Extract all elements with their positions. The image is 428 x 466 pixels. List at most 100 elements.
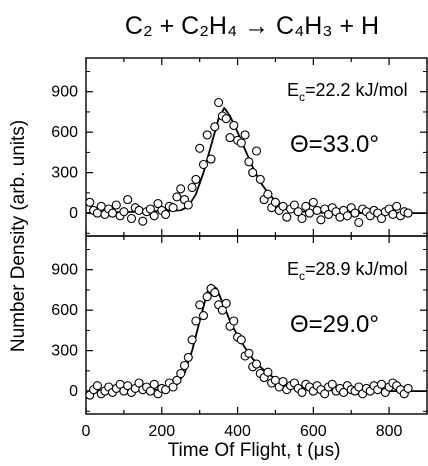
bottom-data-point	[92, 381, 102, 391]
bottom-data-point	[297, 387, 307, 397]
top-data-point	[107, 208, 118, 218]
top-data-point	[255, 174, 265, 184]
top-data-point	[244, 157, 254, 167]
bottom-data-point	[134, 378, 144, 388]
bottom-data-point	[183, 352, 193, 362]
top-data-point	[304, 208, 315, 218]
bottom-data-point	[278, 377, 288, 387]
bottom-ytick-label-1: 600	[51, 302, 78, 319]
top-data-point	[316, 215, 326, 225]
bottom-data-point	[176, 368, 186, 379]
bottom-ytick-label-0: 900	[51, 262, 78, 279]
top-data-point	[153, 199, 163, 209]
top-data-point	[138, 216, 148, 226]
bottom-data-point	[191, 316, 201, 326]
bottom-data-point	[376, 379, 387, 389]
top-data-point	[392, 201, 402, 211]
top-data-point	[312, 205, 322, 215]
top-energy-annotation: Ec=22.2 kJ/mol	[287, 80, 408, 104]
top-data-point	[293, 207, 303, 217]
top-data-point	[225, 133, 235, 143]
top-data-point	[191, 174, 201, 184]
bottom-data-point	[210, 288, 220, 298]
bottom-data-point	[202, 292, 212, 302]
top-ytick-label-2: 300	[51, 165, 78, 182]
bottom-panel-points	[85, 284, 413, 400]
y-axis-label: Number Density (arb. units)	[8, 120, 29, 352]
bottom-data-point	[195, 300, 205, 310]
top-energy-subscript: c	[299, 90, 305, 104]
top-data-point	[145, 204, 155, 214]
top-data-point	[221, 114, 231, 124]
top-ytick-label-3: 0	[69, 205, 78, 222]
top-panel: 900 600 300 0 Ec=22.2 kJ/mol Θ=33.0°	[51, 57, 428, 237]
bottom-data-point	[198, 311, 209, 321]
top-data-point	[85, 197, 95, 207]
bottom-data-point	[263, 367, 273, 377]
top-data-point	[134, 205, 144, 215]
top-data-point	[297, 213, 307, 224]
top-data-point	[301, 201, 311, 211]
top-data-point	[263, 189, 273, 199]
top-ytick-label-0: 900	[51, 84, 78, 101]
top-data-point	[350, 208, 360, 218]
top-data-point	[123, 195, 133, 205]
top-data-point	[270, 197, 280, 207]
bottom-data-point	[244, 348, 254, 358]
bottom-ytick-label-3: 0	[69, 383, 78, 400]
bottom-panel-frame	[85, 235, 428, 415]
bottom-data-point	[217, 305, 227, 315]
top-data-point	[195, 143, 205, 153]
bottom-data-point	[172, 375, 182, 385]
bottom-data-point	[320, 389, 330, 399]
top-data-point	[278, 201, 288, 211]
top-data-point	[248, 168, 258, 178]
xtick-label-4: 800	[376, 423, 403, 440]
top-data-point	[96, 201, 106, 211]
top-data-point	[282, 212, 292, 222]
top-data-point	[214, 97, 224, 108]
bottom-energy-annotation: Ec=28.9 kJ/mol	[287, 259, 408, 283]
top-data-point	[176, 184, 186, 194]
bottom-data-point	[236, 335, 246, 345]
top-data-point	[161, 209, 171, 219]
top-fit-line	[85, 107, 427, 214]
xtick-label-1: 200	[148, 423, 175, 440]
top-panel-points	[85, 97, 413, 228]
top-data-point	[354, 217, 364, 228]
bottom-energy-value: =28.9 kJ/mol	[305, 259, 408, 279]
top-data-point	[240, 130, 250, 140]
top-panel-ticks	[85, 58, 428, 236]
top-data-point	[229, 120, 239, 130]
top-data-point	[403, 208, 413, 218]
top-data-point	[183, 200, 193, 210]
top-data-point	[236, 138, 246, 148]
top-data-point	[198, 159, 209, 170]
bottom-data-point	[168, 382, 178, 392]
top-data-point	[289, 200, 299, 210]
top-data-point	[388, 209, 398, 219]
top-angle-annotation: Θ=33.0°	[290, 131, 379, 158]
top-energy-value: =22.2 kJ/mol	[305, 80, 408, 100]
bottom-data-point	[149, 379, 159, 389]
top-ytick-label-1: 600	[51, 124, 78, 141]
bottom-data-point	[179, 360, 190, 371]
top-panel-ytick-labels: 900 600 300 0	[51, 84, 78, 222]
top-data-point	[202, 130, 212, 140]
top-data-point	[376, 213, 387, 224]
top-data-point	[119, 207, 129, 217]
top-data-point	[126, 213, 137, 224]
bottom-data-point	[221, 298, 231, 308]
top-data-point	[111, 200, 121, 210]
bottom-angle-annotation: Θ=29.0°	[290, 311, 379, 338]
xtick-label-2: 400	[224, 423, 251, 440]
bottom-energy-symbol: E	[287, 259, 299, 279]
x-axis-tick-labels: 0 200 400 600 800	[82, 423, 403, 440]
bottom-ytick-label-2: 300	[51, 343, 78, 360]
bottom-panel-ytick-labels: 900 600 300 0	[51, 262, 78, 400]
bottom-energy-subscript: c	[299, 269, 305, 283]
x-axis-label: Time Of Flight, t (μs)	[168, 440, 341, 461]
top-data-point	[168, 203, 178, 213]
